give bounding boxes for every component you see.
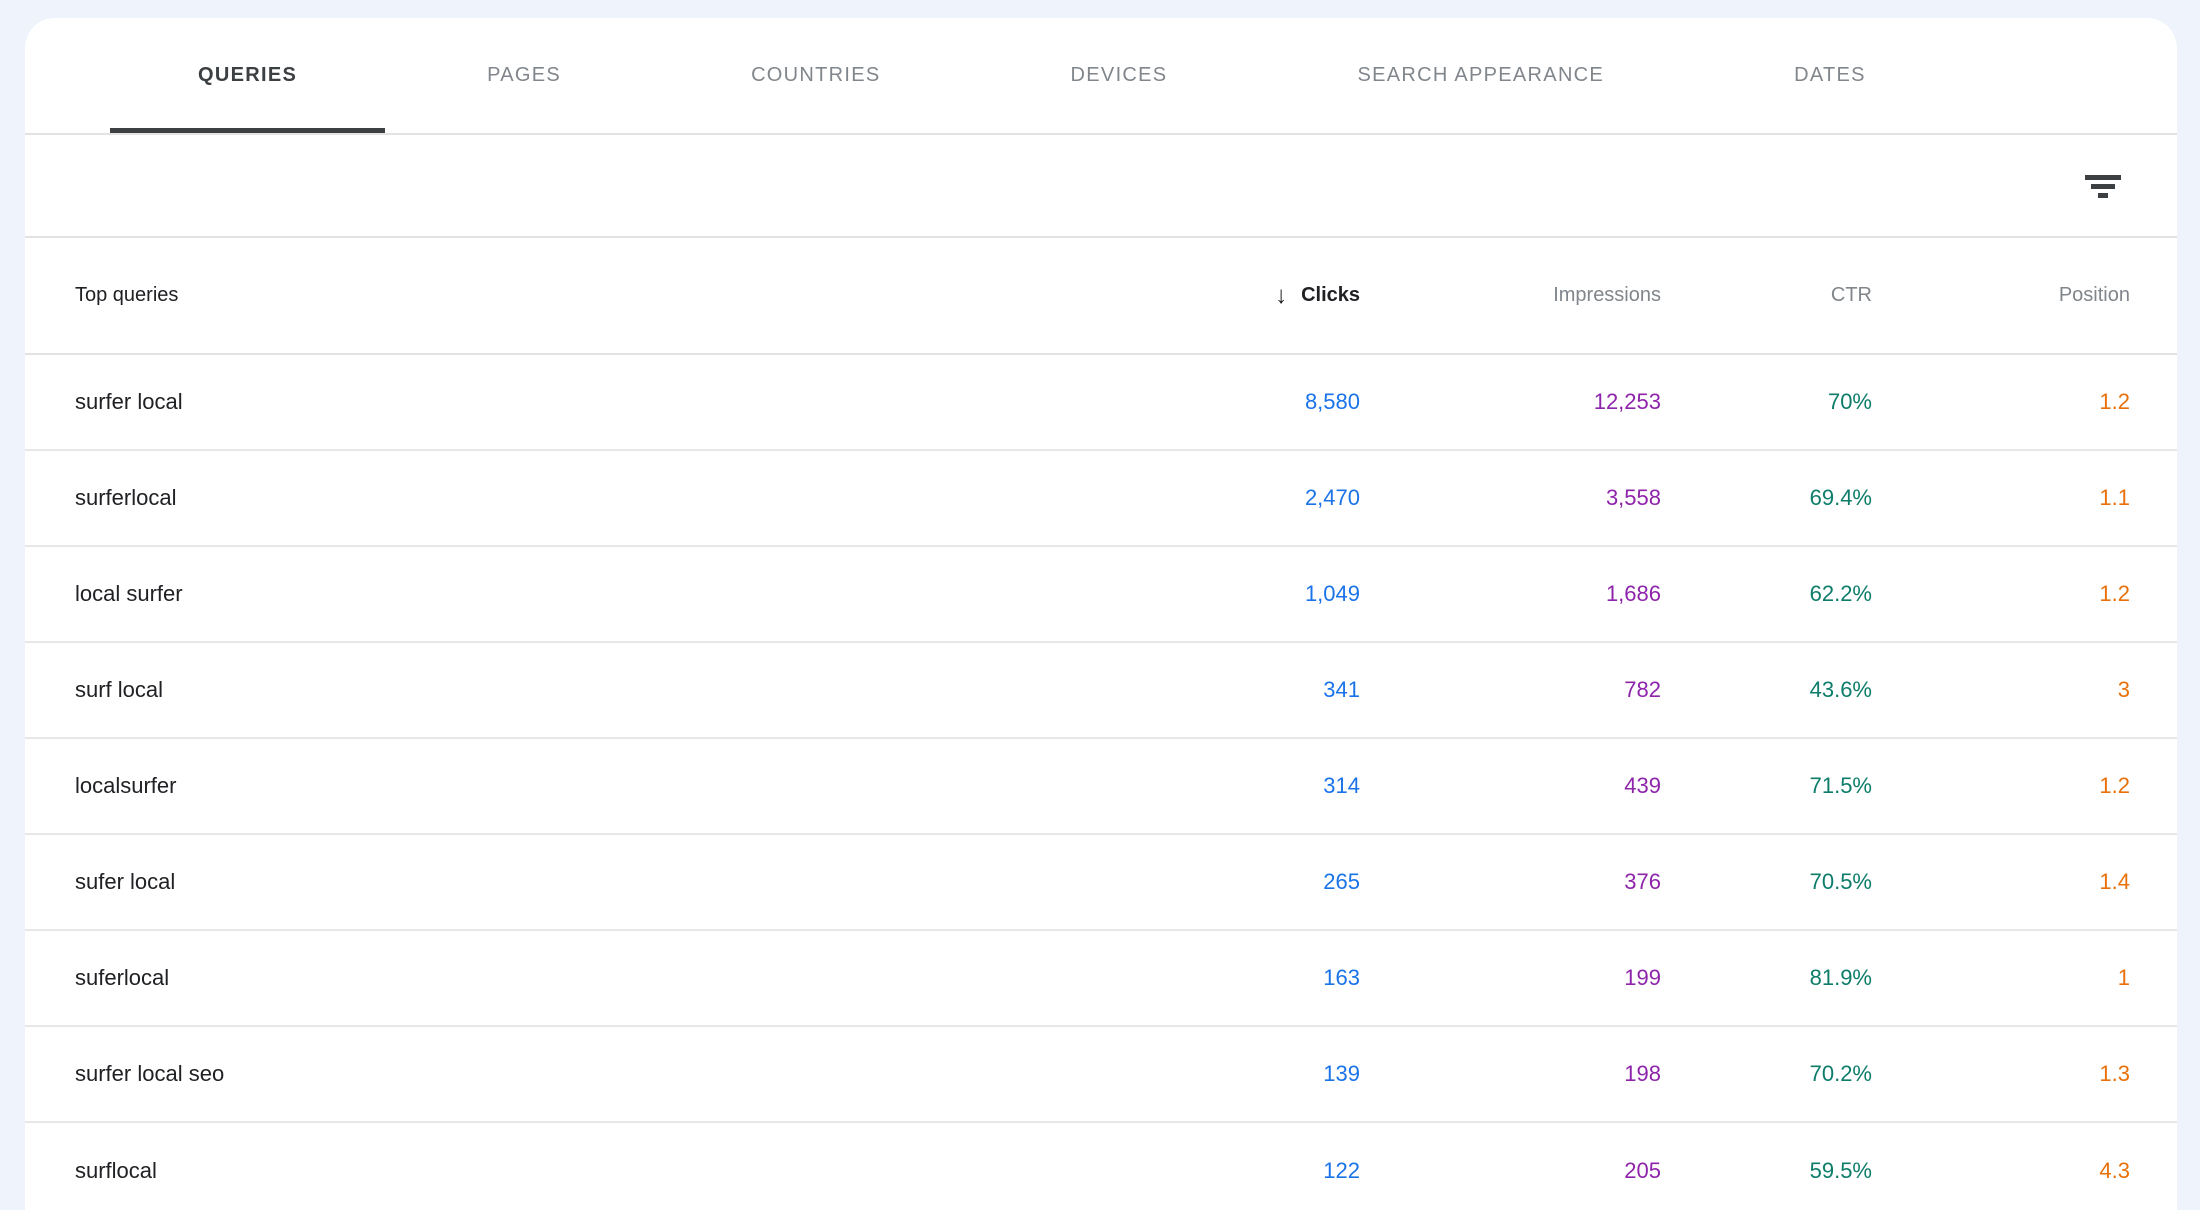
impressions-cell: 1,686 (1605, 581, 1661, 606)
clicks-cell: 341 (1323, 677, 1360, 702)
tab-dates[interactable]: DATES (1794, 64, 1866, 86)
ctr-cell: 81.9% (1809, 965, 1872, 990)
query-cell[interactable]: surfer local (75, 389, 183, 414)
position-cell: 1.2 (2099, 773, 2130, 798)
clicks-cell: 122 (1323, 1158, 1360, 1183)
query-cell[interactable]: localsurfer (75, 773, 177, 798)
clicks-cell: 139 (1323, 1061, 1360, 1086)
impressions-cell: 376 (1624, 869, 1661, 894)
tab-pages[interactable]: PAGES (487, 64, 562, 86)
impressions-cell: 3,558 (1605, 485, 1661, 510)
query-cell[interactable]: surferlocal (75, 485, 177, 510)
position-cell: 4.3 (2099, 1158, 2130, 1183)
filter-list-icon (2085, 174, 2121, 198)
table-row[interactable]: localsurfer 314 439 71.5% 1.2 (25, 739, 2177, 835)
position-cell: 1.3 (2099, 1061, 2130, 1086)
table-filter-row (25, 135, 2177, 238)
clicks-cell: 314 (1323, 773, 1360, 798)
position-cell: 1.2 (2099, 581, 2130, 606)
position-cell: 1.4 (2099, 869, 2130, 894)
impressions-cell: 198 (1624, 1061, 1661, 1086)
ctr-cell: 59.5% (1809, 1158, 1872, 1183)
query-cell[interactable]: surfer local seo (75, 1061, 225, 1086)
position-cell: 1.2 (2099, 389, 2130, 414)
impressions-cell: 205 (1624, 1158, 1661, 1183)
clicks-cell: 8,580 (1304, 389, 1360, 414)
query-cell[interactable]: surflocal (75, 1158, 157, 1183)
table-row[interactable]: suferlocal 163 199 81.9% 1 (25, 931, 2177, 1027)
performance-report-card: QUERIES PAGES COUNTRIES DEVICES SEARCH A… (25, 18, 2177, 1210)
tab-devices[interactable]: DEVICES (1070, 64, 1168, 86)
query-cell[interactable]: surf local (75, 677, 164, 702)
query-cell[interactable]: suferlocal (75, 965, 170, 990)
table-row[interactable]: surfer local 8,580 12,253 70% 1.2 (25, 355, 2177, 451)
column-header-position[interactable]: Position (2058, 284, 2130, 306)
table-row[interactable]: local surfer 1,049 1,686 62.2% 1.2 (25, 547, 2177, 643)
impressions-cell: 782 (1624, 677, 1661, 702)
column-header-clicks-label: Clicks (1301, 284, 1360, 306)
clicks-cell: 265 (1323, 869, 1360, 894)
tab-countries[interactable]: COUNTRIES (751, 64, 881, 86)
impressions-cell: 199 (1624, 965, 1661, 990)
column-header-ctr[interactable]: CTR (1830, 284, 1872, 306)
ctr-cell: 69.4% (1809, 485, 1872, 510)
filter-table-button[interactable] (2079, 162, 2127, 210)
column-header-top-queries[interactable]: Top queries (75, 284, 179, 306)
clicks-cell: 163 (1323, 965, 1360, 990)
ctr-cell: 43.6% (1809, 677, 1872, 702)
table-row[interactable]: sufer local 265 376 70.5% 1.4 (25, 835, 2177, 931)
table-row[interactable]: surf local 341 782 43.6% 3 (25, 643, 2177, 739)
impressions-cell: 439 (1624, 773, 1661, 798)
clicks-cell: 1,049 (1304, 581, 1360, 606)
ctr-cell: 70% (1827, 389, 1872, 414)
table-header-row: Top queries ↓ Clicks Impressions CTR Pos… (25, 238, 2177, 355)
ctr-cell: 70.5% (1809, 869, 1872, 894)
table-body: surfer local 8,580 12,253 70% 1.2 surfer… (25, 355, 2177, 1210)
query-cell[interactable]: local surfer (75, 581, 183, 606)
ctr-cell: 70.2% (1809, 1061, 1872, 1086)
ctr-cell: 62.2% (1809, 581, 1872, 606)
position-cell: 1 (2117, 965, 2130, 990)
sort-descending-arrow-icon: ↓ (1275, 281, 1288, 309)
impressions-cell: 12,253 (1593, 389, 1661, 414)
column-header-impressions[interactable]: Impressions (1553, 284, 1661, 306)
table-row[interactable]: surflocal 122 205 59.5% 4.3 (25, 1123, 2177, 1210)
clicks-cell: 2,470 (1304, 485, 1360, 510)
position-cell: 1.1 (2099, 485, 2130, 510)
tab-search-appearance[interactable]: SEARCH APPEARANCE (1357, 64, 1605, 86)
ctr-cell: 71.5% (1809, 773, 1872, 798)
position-cell: 3 (2117, 677, 2130, 702)
table-row[interactable]: surferlocal 2,470 3,558 69.4% 1.1 (25, 451, 2177, 547)
tab-queries[interactable]: QUERIES (110, 18, 386, 133)
table-row[interactable]: surfer local seo 139 198 70.2% 1.3 (25, 1027, 2177, 1123)
query-cell[interactable]: sufer local (75, 869, 176, 894)
column-header-clicks[interactable]: ↓ Clicks (1050, 281, 1360, 309)
dimension-tabs: QUERIES PAGES COUNTRIES DEVICES SEARCH A… (25, 18, 2177, 135)
